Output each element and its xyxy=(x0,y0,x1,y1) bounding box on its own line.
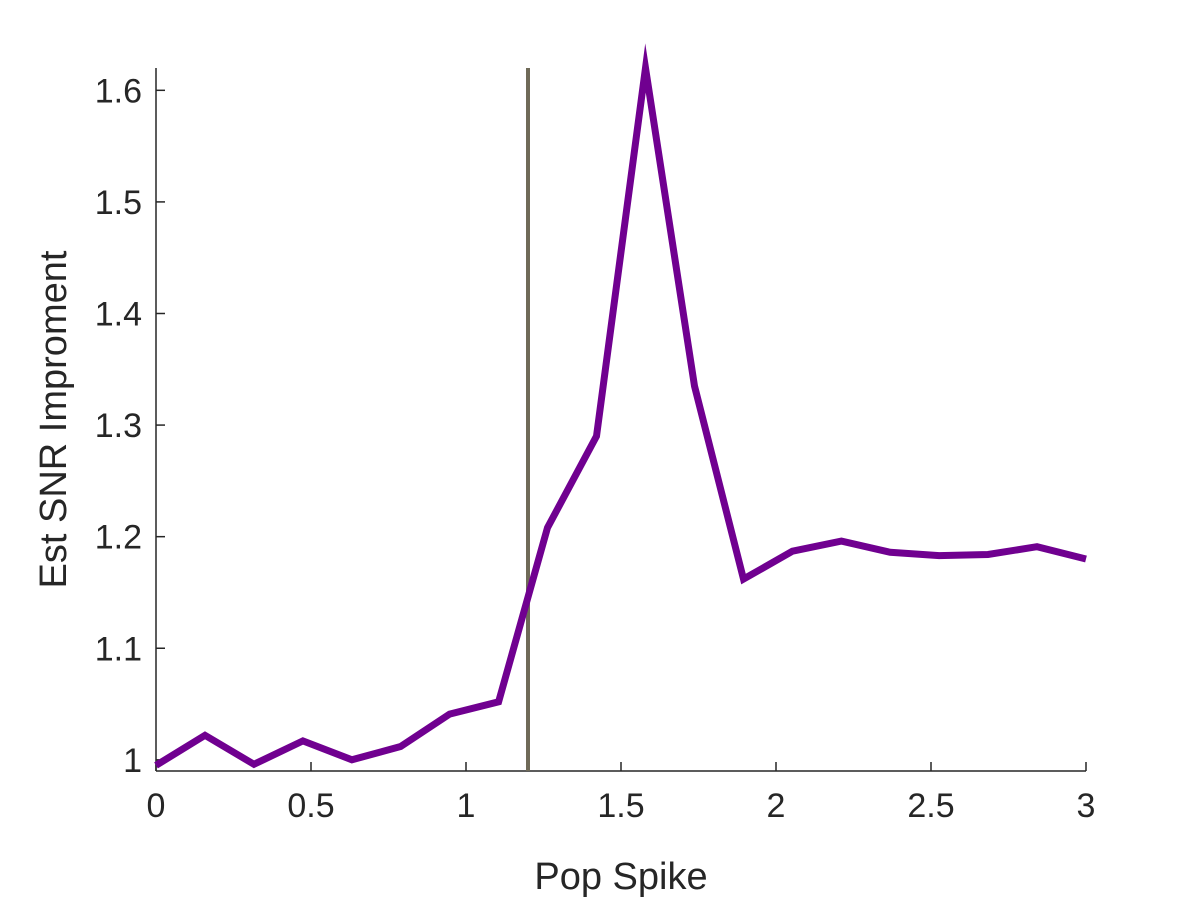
y-tick-label: 1.4 xyxy=(95,295,142,333)
x-tick-label: 1.5 xyxy=(597,787,644,825)
x-tick-label: 1 xyxy=(457,787,476,825)
y-axis-title: Est SNR Improment xyxy=(33,250,75,588)
x-tick-label: 0 xyxy=(147,787,166,825)
x-axis-title: Pop Spike xyxy=(534,856,707,898)
y-tick-label: 1.2 xyxy=(95,519,142,557)
y-tick-label: 1.1 xyxy=(95,630,142,668)
x-tick-label: 2.5 xyxy=(907,787,954,825)
y-tick-label: 1 xyxy=(123,742,142,780)
x-tick-label: 2 xyxy=(767,787,786,825)
y-ticks: 1 1.1 1.2 1.3 1.4 1.5 1.6 xyxy=(95,72,165,780)
x-ticks: 0 0.5 1 1.5 2 2.5 3 xyxy=(147,762,1096,825)
y-tick-label: 1.5 xyxy=(95,184,142,222)
y-tick-label: 1.3 xyxy=(95,407,142,445)
x-tick-label: 0.5 xyxy=(287,787,334,825)
series-layer xyxy=(154,43,1087,769)
axes xyxy=(155,68,1086,772)
series-line xyxy=(154,43,1087,769)
x-tick-label: 3 xyxy=(1077,787,1096,825)
y-tick-label: 1.6 xyxy=(95,72,142,110)
